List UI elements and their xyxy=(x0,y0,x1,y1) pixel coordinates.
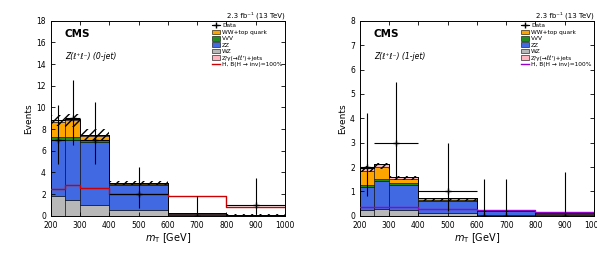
Bar xyxy=(374,179,389,181)
Bar xyxy=(360,171,374,185)
Legend: Data, WW+top quark, VVV, ZZ, WZ, Z/γ(→ℓℓ')+jets, H, B(H → inv)=100%: Data, WW+top quark, VVV, ZZ, WZ, Z/γ(→ℓℓ… xyxy=(211,22,284,68)
Bar xyxy=(66,120,80,137)
Bar xyxy=(80,136,109,140)
Bar xyxy=(109,184,168,185)
Y-axis label: Events: Events xyxy=(338,103,347,134)
Bar xyxy=(536,215,594,216)
Bar xyxy=(374,181,389,209)
Bar xyxy=(418,198,477,200)
Bar xyxy=(360,186,374,210)
Bar xyxy=(389,183,418,185)
Text: 2.3 fb⁻¹ (13 TeV): 2.3 fb⁻¹ (13 TeV) xyxy=(227,11,285,19)
Text: 2.3 fb⁻¹ (13 TeV): 2.3 fb⁻¹ (13 TeV) xyxy=(536,11,594,19)
Bar xyxy=(418,201,477,213)
Bar xyxy=(109,185,168,210)
Bar xyxy=(66,200,80,216)
Bar xyxy=(51,196,66,216)
Bar xyxy=(389,179,418,183)
Bar xyxy=(66,119,80,120)
Legend: Data, WW+top quark, VVV, ZZ, WZ, Z/γ(→ℓℓ')+jets, H, B(H → inv)=100%: Data, WW+top quark, VVV, ZZ, WZ, Z/γ(→ℓℓ… xyxy=(520,22,593,68)
Bar xyxy=(51,120,66,122)
Bar xyxy=(418,200,477,201)
Bar xyxy=(80,205,109,216)
Bar xyxy=(66,137,80,140)
Bar xyxy=(80,142,109,205)
Bar xyxy=(109,210,168,216)
Text: Z(ℓ⁺ℓ⁻) (0-jet): Z(ℓ⁺ℓ⁻) (0-jet) xyxy=(65,52,116,61)
Bar xyxy=(389,185,418,210)
Text: Z(ℓ⁺ℓ⁻) (1-jet): Z(ℓ⁺ℓ⁻) (1-jet) xyxy=(374,52,425,61)
Bar xyxy=(51,140,66,196)
Bar xyxy=(374,164,389,167)
Text: CMS: CMS xyxy=(65,29,90,38)
X-axis label: $m_{\mathrm{T}}$ [GeV]: $m_{\mathrm{T}}$ [GeV] xyxy=(144,231,191,245)
Bar xyxy=(51,137,66,140)
Text: CMS: CMS xyxy=(374,29,399,38)
Y-axis label: Events: Events xyxy=(24,103,33,134)
Bar xyxy=(389,177,418,179)
Bar xyxy=(360,185,374,186)
Bar xyxy=(80,140,109,142)
Bar xyxy=(389,210,418,216)
Bar xyxy=(168,215,226,216)
Bar xyxy=(418,213,477,216)
Bar xyxy=(80,135,109,136)
Bar xyxy=(374,209,389,216)
Bar xyxy=(477,214,536,216)
Bar xyxy=(477,211,536,214)
Bar xyxy=(66,140,80,200)
Bar xyxy=(360,210,374,216)
Bar xyxy=(51,122,66,137)
Bar xyxy=(226,215,285,216)
Bar xyxy=(168,214,226,215)
Bar xyxy=(109,183,168,184)
Bar xyxy=(536,214,594,215)
Bar xyxy=(374,167,389,179)
X-axis label: $m_{\mathrm{T}}$ [GeV]: $m_{\mathrm{T}}$ [GeV] xyxy=(454,231,500,245)
Bar xyxy=(360,168,374,171)
